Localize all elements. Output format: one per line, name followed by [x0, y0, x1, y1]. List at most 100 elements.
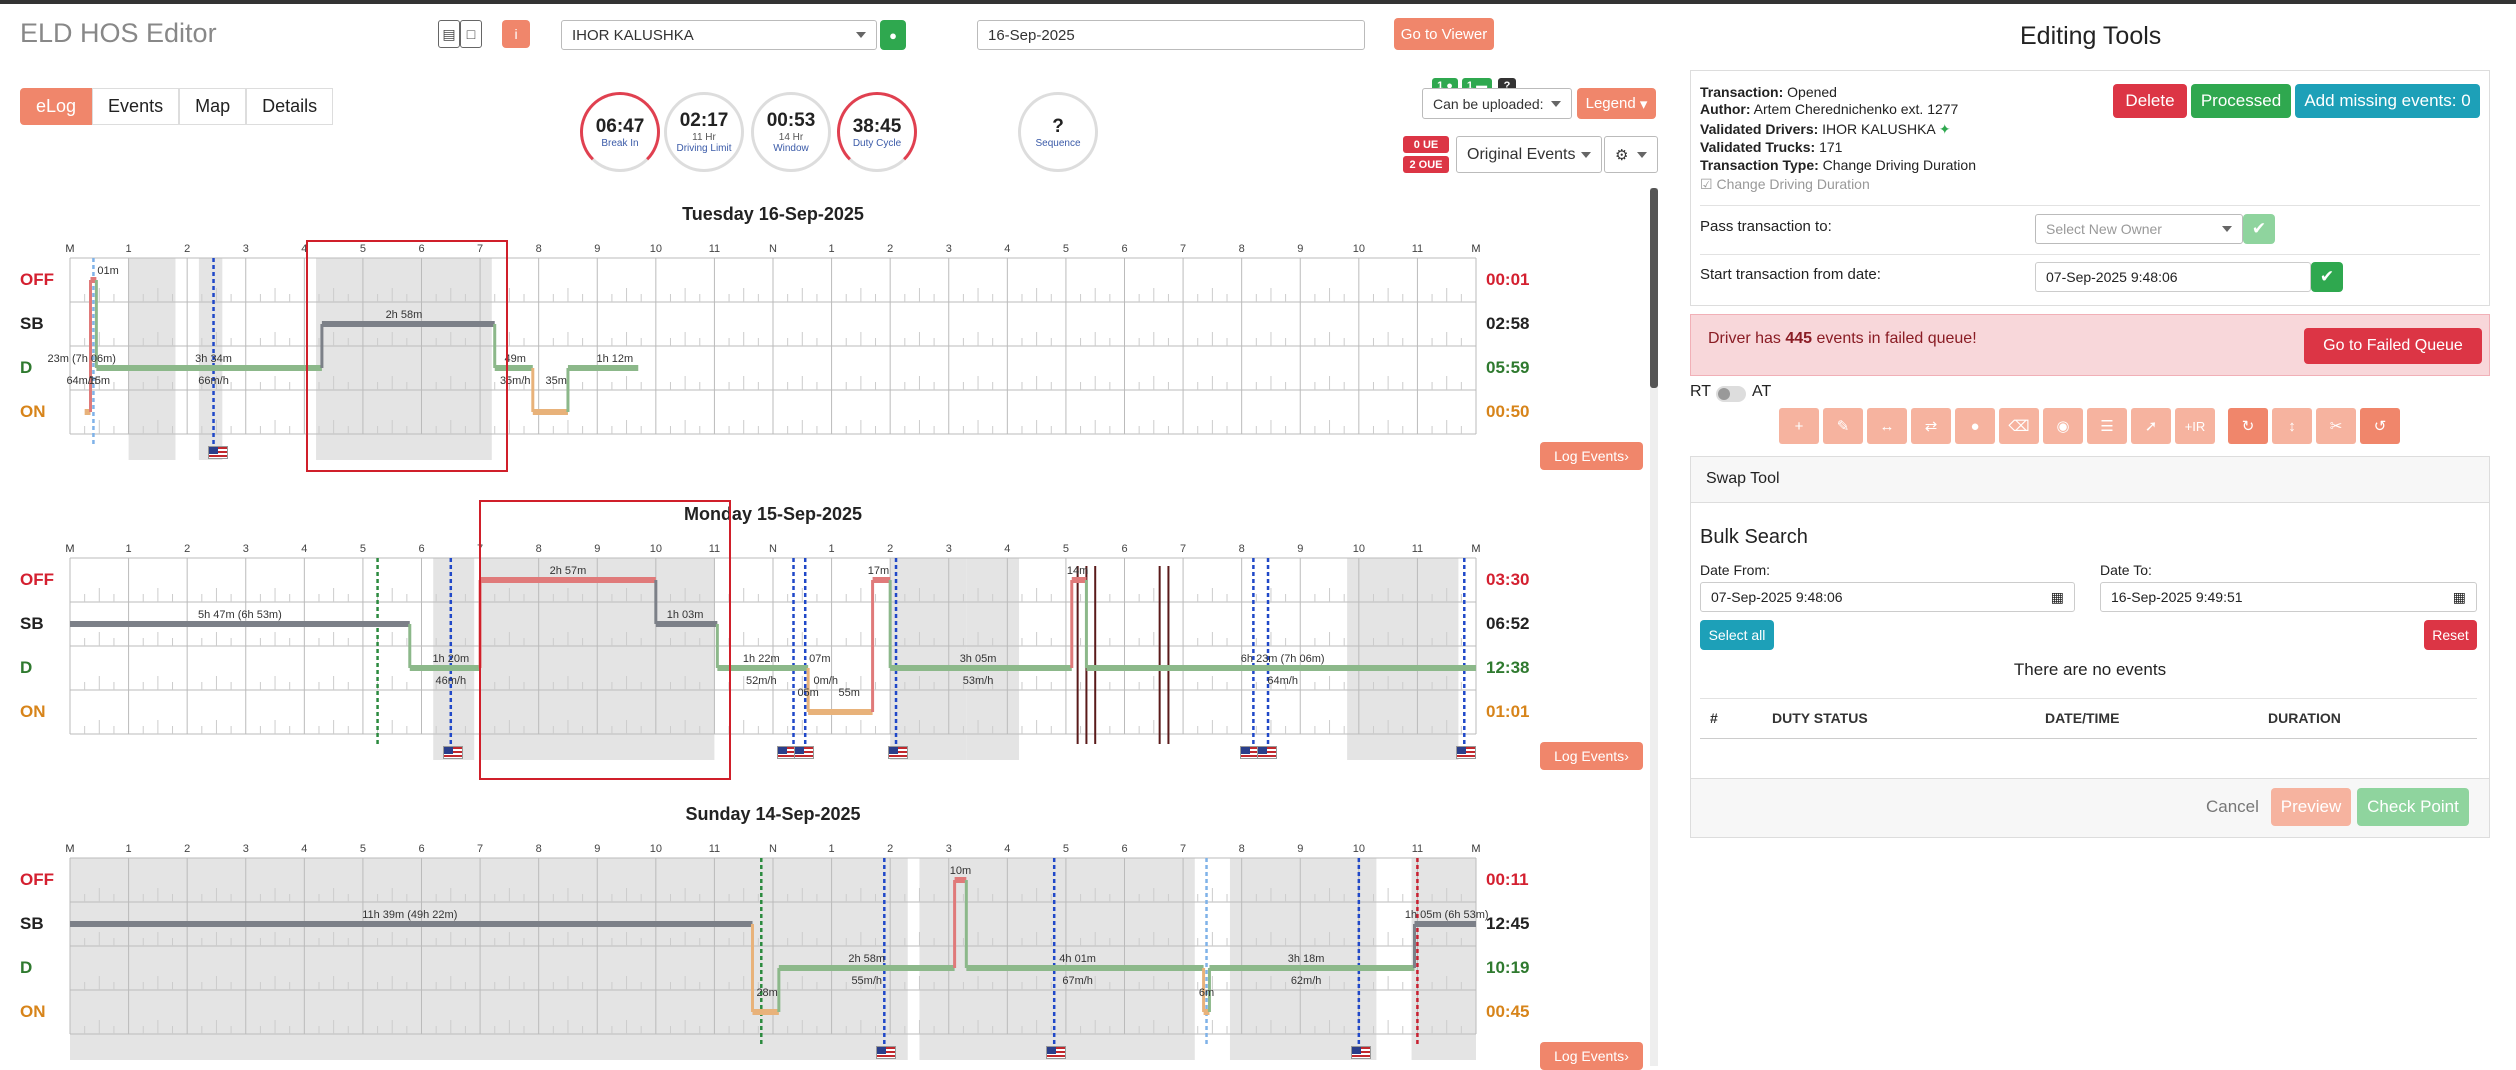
hour-label: 8 [1239, 243, 1245, 255]
elog-grid-sunday[interactable]: M 1 2 3 4 5 6 7 8 9 10 11 N 1 2 3 4 5 6 7 8 9 10 11 M 10m 11h 39m … [65, 830, 1489, 1070]
date-input[interactable]: 16-Sep-2025 [977, 20, 1365, 50]
events-select[interactable]: Original Events [1456, 136, 1602, 173]
delete-button[interactable]: Delete [2113, 84, 2187, 118]
document-icon[interactable]: ▤ [438, 20, 460, 48]
oue-badge: 2 OUE [1403, 156, 1449, 173]
note-icon[interactable]: □ [460, 20, 482, 48]
trash-icon[interactable]: ⌫ [1999, 408, 2039, 444]
log-events-button[interactable]: Log Events › [1540, 442, 1643, 470]
tab-events[interactable]: Events [92, 88, 180, 125]
rt-at-toggle[interactable] [1716, 386, 1746, 402]
settings-select[interactable]: ⚙ [1604, 136, 1658, 173]
hour-label: 1 [126, 843, 132, 855]
day-title-sunday: Sunday 14-Sep-2025 [685, 804, 861, 824]
go-to-viewer-button[interactable]: Go to Viewer [1394, 18, 1494, 50]
reset-button[interactable]: Reset [2424, 620, 2477, 650]
segment-duration-label: 52m/h [746, 675, 777, 687]
truck-icon: ▬ [1476, 80, 1488, 92]
status-label-d: D [20, 658, 33, 677]
expand-icon[interactable]: ↕ [2272, 408, 2312, 444]
validated-drivers: Validated Drivers: IHOR KALUSHKA ✦ [1700, 121, 1951, 138]
history-icon[interactable]: ↺ [2360, 408, 2400, 444]
add-ir-icon[interactable]: +IR [2175, 408, 2215, 444]
hour-label: M [65, 543, 74, 555]
total-on: 00:50 [1486, 402, 1530, 421]
log-events-label: Log Events [1554, 1048, 1625, 1064]
owner-select[interactable]: Select New Owner [2035, 214, 2243, 244]
hour-label: 10 [1353, 543, 1365, 555]
hour-label: 5 [360, 543, 366, 555]
selection-box[interactable] [306, 240, 509, 472]
processed-button[interactable]: Processed [2191, 84, 2291, 118]
start-date-input[interactable]: 07-Sep-2025 9:48:06 [2035, 262, 2311, 292]
select-all-button[interactable]: Select all [1700, 620, 1774, 650]
confirm-owner-button[interactable]: ✔ [2243, 214, 2275, 244]
resize-icon[interactable]: ↔ [1867, 408, 1907, 444]
team-icon[interactable]: ◉ [2043, 408, 2083, 444]
segment-duration-label: 5h 47m (6h 53m) [198, 609, 282, 621]
gauge-value: 06:47 [595, 115, 645, 137]
gauge-label: Duty Cycle [852, 137, 902, 149]
hour-label: 10 [650, 543, 662, 555]
upload-select[interactable]: Can be uploaded: [1422, 88, 1572, 119]
total-d: 10:19 [1486, 958, 1530, 977]
status-label-on: ON [20, 402, 46, 421]
hour-label: 3 [243, 843, 249, 855]
refresh-icon[interactable]: ↻ [2228, 408, 2268, 444]
segment-duration-label: 28m [756, 987, 777, 999]
selection-box[interactable] [479, 500, 732, 780]
elog-grid-tuesday[interactable]: M 1 2 3 4 5 6 7 8 9 10 11 N 1 2 3 4 5 6 7 8 9 10 11 M 01m 2h 58m 23… [47, 230, 1481, 470]
hour-label: 4 [1004, 543, 1010, 555]
driver-select[interactable]: IHOR KALUSHKA [561, 20, 877, 50]
hour-label: 6 [1121, 243, 1127, 255]
segment-duration-label: 53m/h [963, 675, 994, 687]
gauge-label: Break In [601, 137, 639, 149]
day-title-tuesday: Tuesday 16-Sep-2025 [682, 204, 864, 224]
scrollbar-thumb[interactable] [1650, 188, 1658, 388]
hour-label: 4 [301, 843, 307, 855]
change-driving-checkbox[interactable]: ☑ Change Driving Duration [1700, 176, 1870, 193]
go-to-failed-queue-button[interactable]: Go to Failed Queue [2304, 328, 2482, 364]
date-to-input[interactable]: 16-Sep-2025 9:49:51 ▦ [2100, 582, 2477, 612]
shaded-period [70, 858, 908, 1060]
swap-icon[interactable]: ⇄ [1911, 408, 1951, 444]
status-label-on: ON [20, 702, 46, 721]
column-header-duration: DURATION [2268, 710, 2341, 726]
date-from-input[interactable]: 07-Sep-2025 9:48:06 ▦ [1700, 582, 2075, 612]
legend-button[interactable]: Legend ▾ [1577, 88, 1656, 119]
shaded-period [1229, 858, 1377, 1060]
gauge-value: ? [1052, 115, 1064, 137]
preview-button[interactable]: Preview [2271, 788, 2351, 826]
segment-duration-label: 23m (7h 06m) [47, 353, 115, 365]
log-events-button[interactable]: Log Events › [1540, 1042, 1643, 1070]
view-tabs: eLog Events Map Details [20, 88, 334, 125]
log-events-button[interactable]: Log Events › [1540, 742, 1643, 770]
edit-icon[interactable]: ✎ [1823, 408, 1863, 444]
info-icon[interactable]: i [502, 20, 530, 48]
segment-duration-label: 2h 58m [848, 953, 885, 965]
add-icon[interactable]: + [1779, 408, 1819, 444]
date-from-label: Date From: [1700, 562, 1771, 578]
tab-elog[interactable]: eLog [20, 88, 93, 125]
cancel-button[interactable]: Cancel [2206, 797, 2259, 816]
driver-icon[interactable]: ● [1955, 408, 1995, 444]
segment-duration-label: 49m [505, 353, 526, 365]
user-icon[interactable]: ● [880, 20, 906, 50]
confirm-start-date-button[interactable]: ✔ [2311, 262, 2343, 292]
check-point-button[interactable]: Check Point [2357, 788, 2469, 826]
no-events-message: There are no events [2013, 660, 2167, 679]
elog-grid-monday[interactable]: M 1 2 3 4 5 6 7 8 9 10 11 N 1 2 3 4 5 6 7 8 9 10 11 M2h 57m 17m 14… [65, 530, 1481, 770]
shaded-period [316, 258, 492, 460]
hour-label: 10 [1353, 843, 1365, 855]
tab-map[interactable]: Map [179, 88, 247, 125]
segment-duration-label: 01m [97, 265, 118, 277]
segment-duration-label: 66m/h [198, 375, 229, 387]
charts-scrollbar[interactable] [1650, 188, 1658, 1066]
shaded-period [1411, 858, 1476, 1060]
tab-details[interactable]: Details [246, 88, 334, 125]
columns-icon[interactable]: ☰ [2087, 408, 2127, 444]
total-d: 05:59 [1486, 358, 1530, 377]
wand-icon[interactable]: ➚ [2131, 408, 2171, 444]
cut-icon[interactable]: ✂ [2316, 408, 2356, 444]
add-missing-events-button[interactable]: Add missing events: 0 [2295, 84, 2480, 118]
